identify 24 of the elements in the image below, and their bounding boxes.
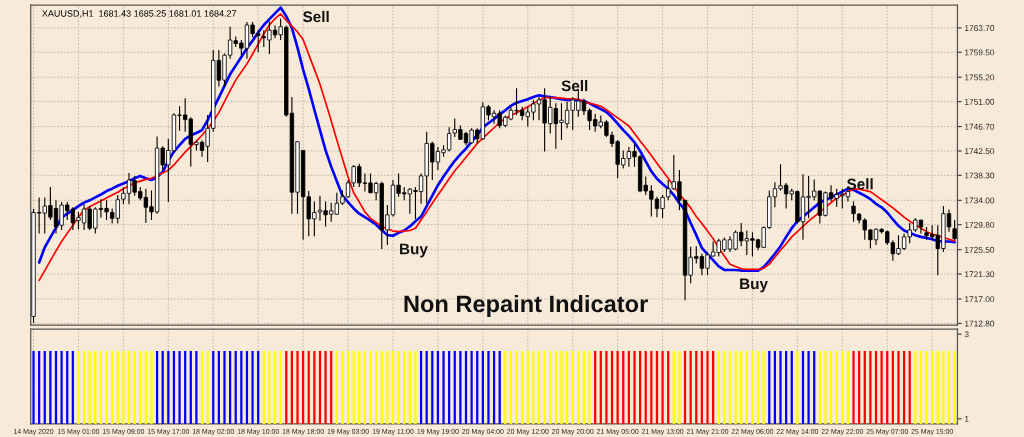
y-tick-label: 1759.50 — [965, 49, 995, 56]
annotation: Sell — [303, 10, 329, 23]
annotation: Buy — [740, 278, 768, 293]
y-tick-label: 1734.00 — [965, 197, 995, 204]
y-tick-label: 1742.50 — [965, 148, 995, 155]
y-tick-label: 1751.00 — [965, 98, 995, 105]
y-tick-label: 1725.50 — [965, 246, 995, 253]
annotation: Buy — [400, 243, 428, 258]
y-tick-label: 1763.70 — [965, 25, 995, 31]
y-tick-label: 1738.30 — [965, 172, 995, 179]
annotation: Sell — [846, 178, 873, 190]
candlestick — [952, 219, 957, 241]
annotation: Non Repaint Indicator — [404, 294, 648, 317]
y-tick-label: 1717.00 — [965, 296, 995, 303]
annotation: Sell — [561, 80, 588, 92]
y-tick-label: 1729.80 — [965, 221, 995, 228]
y-tick-label: 3 — [964, 331, 969, 338]
y-tick-label: 1721.30 — [965, 271, 995, 278]
y-tick-label: 1755.20 — [965, 74, 995, 81]
y-tick-label: 1746.70 — [965, 123, 995, 130]
candlestick — [851, 200, 856, 223]
y-tick-label: 1 — [965, 416, 969, 422]
y-tick-label: 1712.80 — [965, 320, 995, 327]
chart-title: XAUUSD,H1 1681.43 1685.25 1681.01 1684.27 — [42, 10, 237, 18]
